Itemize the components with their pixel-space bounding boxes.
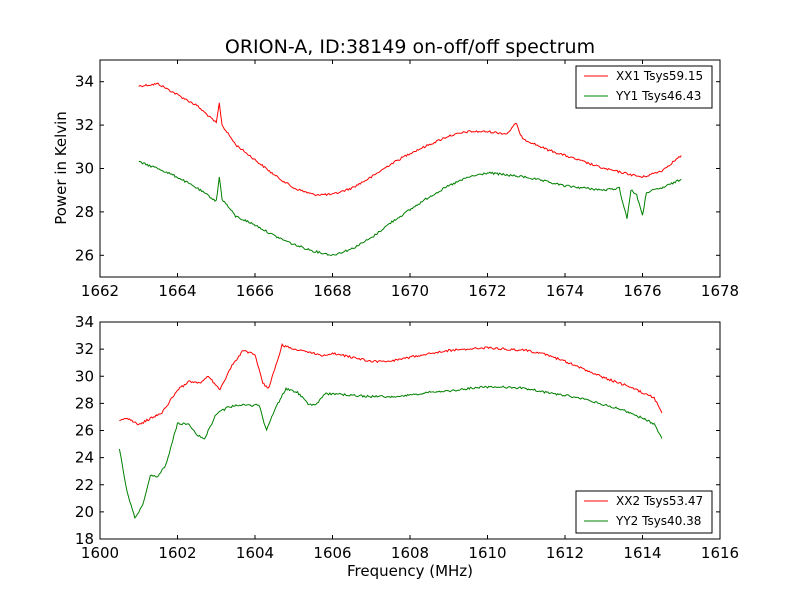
top-plot-area: 1662 1664 1666 1668 1670 1672 1674 1676 1678 26 28…: [75, 59, 739, 300]
x-tick-label: 1614: [623, 544, 661, 562]
y-tick-label: 30: [75, 160, 94, 178]
x-tick-label: 1610: [468, 544, 506, 562]
x-tick-label: 1668: [313, 282, 351, 300]
x-tick-label: 1672: [468, 282, 506, 300]
series-line: [138, 160, 682, 257]
y-tick-label: 30: [75, 367, 94, 385]
x-tick-label: 1604: [236, 544, 274, 562]
legend-label: YY2 Tsys40.38: [615, 514, 701, 528]
x-tick-label: 1670: [391, 282, 429, 300]
x-tick-label: 1662: [81, 282, 119, 300]
x-tick-label: 1606: [313, 544, 351, 562]
series-line: [118, 385, 663, 520]
y-tick-label: 28: [75, 394, 94, 412]
x-tick-label: 1600: [81, 544, 119, 562]
y-tick-label: 32: [75, 116, 94, 134]
legend-box: [575, 490, 713, 534]
legend: XX2 Tsys53.47 YY2 Tsys40.38: [575, 490, 713, 534]
y-tick-label: 26: [75, 422, 94, 440]
legend-box: [575, 65, 713, 109]
y-tick-label: 32: [75, 340, 94, 358]
bottom-plot-area: 1600 1602 1604 1606 1608 1610 1612 1614 1616 18 20…: [75, 313, 739, 562]
y-tick-label: 26: [75, 246, 94, 264]
y-tick-label: 18: [75, 530, 94, 548]
x-tick-label: 1664: [158, 282, 196, 300]
legend-label: XX1 Tsys59.15: [616, 69, 703, 83]
x-tick-label: 1616: [701, 544, 739, 562]
series-line: [138, 82, 682, 197]
x-tick-label: 1612: [546, 544, 584, 562]
y-tick-label: 24: [75, 449, 94, 467]
y-tick-label: 34: [75, 73, 94, 91]
x-tick-label: 1676: [623, 282, 661, 300]
y-tick-label: 28: [75, 203, 94, 221]
chart-title: ORION-A, ID:38149 on-off/off spectrum: [225, 36, 595, 58]
y-tick-label: 20: [75, 503, 94, 521]
top-panel: ORION-A, ID:38149 on-off/off spectrum Po…: [52, 36, 739, 300]
bottom-panel: Frequency (MHz) 1600 1602 1604 1606 1608 1610…: [75, 313, 739, 580]
x-tick-label: 1674: [546, 282, 584, 300]
x-tick-label: 1602: [158, 544, 196, 562]
x-tick-label: 1678: [701, 282, 739, 300]
legend: XX1 Tsys59.15 YY1 Tsys46.43: [575, 65, 713, 109]
legend-label: YY1 Tsys46.43: [615, 89, 701, 103]
y-axis-label: Power in Kelvin: [52, 111, 70, 225]
series-line: [119, 343, 663, 426]
legend-label: XX2 Tsys53.47: [616, 494, 703, 508]
x-axis-label: Frequency (MHz): [347, 562, 473, 580]
x-tick-label: 1666: [236, 282, 274, 300]
y-tick-label: 34: [75, 313, 94, 331]
x-tick-label: 1608: [391, 544, 429, 562]
y-tick-label: 22: [75, 476, 94, 494]
